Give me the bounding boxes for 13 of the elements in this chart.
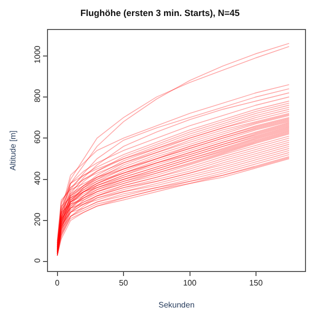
y-tick-label: 600	[32, 130, 42, 144]
x-tick-label: 150	[249, 278, 264, 288]
x-tick-label: 0	[55, 278, 60, 288]
y-tick-label: 0	[32, 258, 42, 263]
chart-title: Flughöhe (ersten 3 min. Starts), N=45	[80, 8, 240, 18]
y-axis-title: Altitude [m]	[8, 130, 18, 171]
y-tick-label: 1000	[32, 45, 42, 64]
x-tick-label: 100	[183, 278, 197, 288]
x-axis-title: Sekunden	[158, 300, 195, 310]
y-tick-label: 200	[32, 212, 42, 226]
y-tick-label: 800	[32, 88, 42, 102]
x-tick-label: 50	[119, 278, 129, 288]
y-tick-label: 400	[32, 170, 42, 185]
